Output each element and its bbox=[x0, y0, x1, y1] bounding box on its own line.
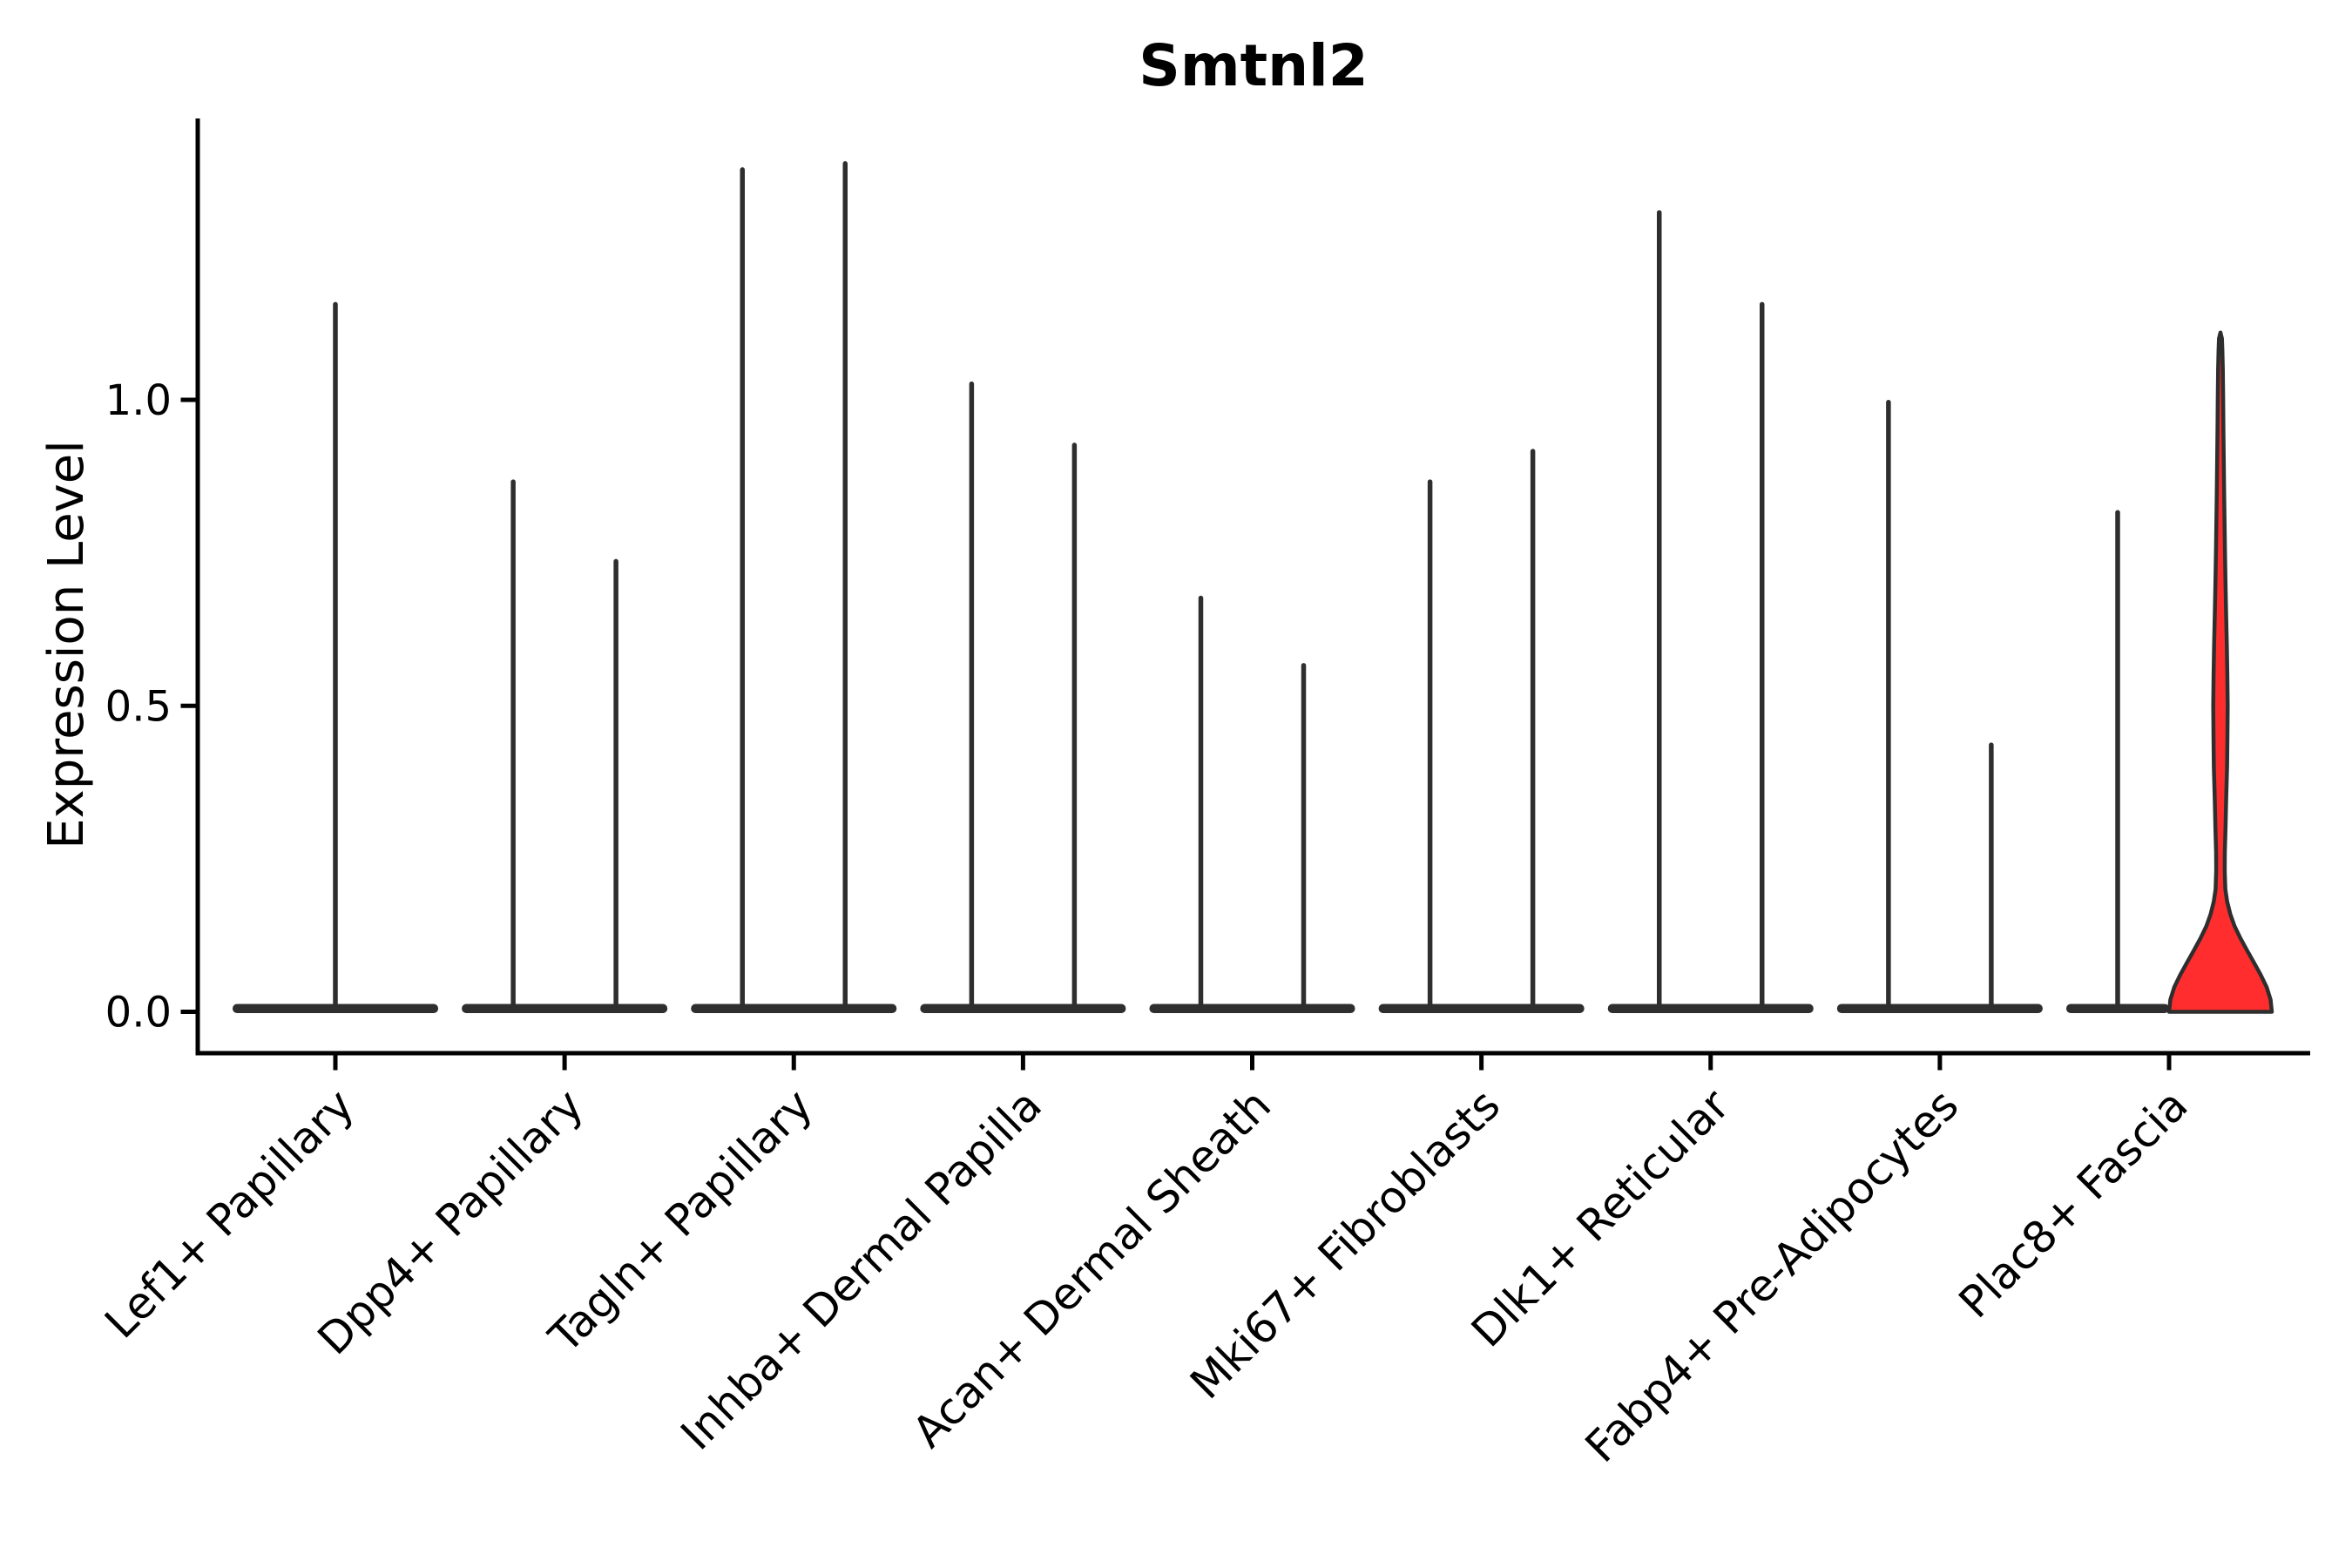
violin-base bbox=[691, 1004, 897, 1013]
x-category-label: Plac8+ Fascia bbox=[1950, 1079, 2198, 1328]
violin-base bbox=[462, 1004, 668, 1013]
chart-title: Smtnl2 bbox=[1139, 32, 1368, 99]
violin-base bbox=[920, 1004, 1126, 1013]
y-tick-mark bbox=[180, 703, 196, 708]
x-tick-mark bbox=[791, 1055, 796, 1071]
violin-spike bbox=[613, 558, 618, 1011]
y-tick-label: 1.0 bbox=[105, 376, 172, 425]
violin-base bbox=[1607, 1004, 1814, 1013]
x-tick-mark bbox=[333, 1055, 338, 1071]
x-tick-mark bbox=[562, 1055, 567, 1071]
violin-spike bbox=[1198, 595, 1204, 1011]
violin-spike bbox=[740, 167, 745, 1012]
x-tick-mark bbox=[1020, 1055, 1025, 1071]
y-tick-mark bbox=[180, 397, 196, 402]
violin-spike bbox=[842, 161, 848, 1011]
x-category-label: Lef1+ Papillary bbox=[95, 1079, 363, 1348]
y-tick-label: 0.0 bbox=[105, 989, 172, 1037]
x-axis-spine bbox=[195, 1051, 2310, 1056]
violin-base bbox=[1836, 1004, 2043, 1013]
axes-group bbox=[180, 118, 2310, 1071]
violin-spike bbox=[1301, 663, 1307, 1011]
violin-spike bbox=[510, 479, 516, 1011]
x-tick-mark bbox=[2166, 1055, 2172, 1071]
violin-spike bbox=[1071, 443, 1078, 1011]
x-tick-mark bbox=[1937, 1055, 1943, 1071]
violin-spike bbox=[2115, 510, 2120, 1011]
violin-spike bbox=[333, 301, 338, 1012]
x-tick-mark bbox=[1250, 1055, 1254, 1071]
y-axis-label: Expression Level bbox=[38, 440, 95, 849]
violins-group bbox=[233, 161, 2274, 1014]
violin-base bbox=[1149, 1004, 1355, 1013]
violin-spike bbox=[1427, 479, 1433, 1011]
violin-base bbox=[1378, 1004, 1585, 1013]
violin-spike bbox=[969, 381, 975, 1011]
x-tick-mark bbox=[1708, 1055, 1713, 1071]
x-tick-mark bbox=[1479, 1055, 1484, 1071]
highlighted-violin bbox=[2166, 330, 2274, 1014]
x-category-label: Fabp4+ Pre-Adipocytes bbox=[1576, 1079, 1969, 1472]
violin-spike bbox=[1760, 301, 1765, 1012]
y-axis-spine bbox=[195, 118, 200, 1056]
violin-spike bbox=[1530, 449, 1536, 1011]
violin-spike bbox=[1886, 400, 1891, 1011]
violin-spike bbox=[1657, 210, 1662, 1012]
y-tick-mark bbox=[180, 1010, 196, 1014]
y-tick-label: 0.5 bbox=[105, 682, 172, 731]
violin-spike bbox=[1989, 742, 1994, 1011]
